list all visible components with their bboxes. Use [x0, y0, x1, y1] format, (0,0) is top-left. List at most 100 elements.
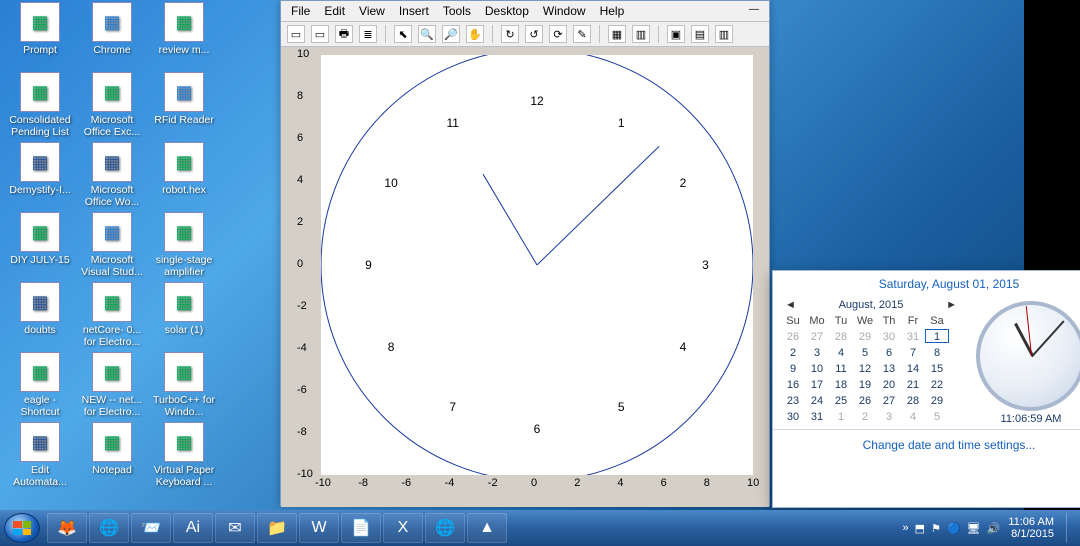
calendar-day[interactable]: 3 — [805, 345, 829, 361]
desktop-icon[interactable]: ▦Microsoft Office Exc... — [78, 72, 146, 138]
calendar-day[interactable]: 14 — [901, 361, 925, 377]
calendar-day[interactable]: 25 — [829, 393, 853, 409]
calendar-day[interactable]: 2 — [853, 409, 877, 425]
desktop-icon[interactable]: ▦netCore- 0... for Electro... — [78, 282, 146, 348]
toolbar-button[interactable]: ▥ — [632, 25, 650, 43]
calendar-day[interactable]: 31 — [805, 409, 829, 425]
tray-clock[interactable]: 11:06 AM 8/1/2015 — [1008, 516, 1058, 540]
calendar-day[interactable]: 8 — [925, 345, 949, 361]
calendar-day[interactable]: 6 — [877, 345, 901, 361]
desktop-icon[interactable]: ▦Virtual Paper Keyboard ... — [150, 422, 218, 488]
calendar-day[interactable]: 7 — [901, 345, 925, 361]
desktop-icon[interactable]: ▦robot.hex — [150, 142, 218, 196]
calendar-day[interactable]: 17 — [805, 377, 829, 393]
calendar-day[interactable]: 9 — [781, 361, 805, 377]
menu-file[interactable]: File — [291, 4, 310, 18]
calendar-day[interactable]: 10 — [805, 361, 829, 377]
desktop-icon[interactable]: ▦review m... — [150, 2, 218, 56]
menu-desktop[interactable]: Desktop — [485, 4, 529, 18]
calendar-day[interactable]: 30 — [781, 409, 805, 425]
desktop-icon[interactable]: ▦Microsoft Visual Stud... — [78, 212, 146, 278]
tray-icon[interactable]: ⬒ — [915, 522, 925, 535]
prev-month-arrow[interactable]: ◄ — [785, 299, 796, 311]
start-button[interactable] — [4, 513, 40, 543]
calendar-day[interactable]: 4 — [829, 345, 853, 361]
taskbar-app-icon[interactable]: 📁 — [257, 513, 297, 543]
desktop-icon[interactable]: ▦single-stage amplifier — [150, 212, 218, 278]
taskbar-app-icon[interactable]: 📄 — [341, 513, 381, 543]
calendar-day[interactable]: 30 — [877, 329, 901, 345]
next-month-arrow[interactable]: ► — [946, 299, 957, 311]
toolbar-button[interactable]: ▭ — [311, 25, 329, 43]
toolbar-button[interactable]: ↻ — [501, 25, 519, 43]
desktop-icon[interactable]: ▦Chrome — [78, 2, 146, 56]
tray-icon[interactable]: 🔵 — [947, 522, 961, 535]
calendar-day[interactable]: 26 — [853, 393, 877, 409]
calendar-day[interactable]: 1 — [925, 329, 949, 343]
calendar-day[interactable]: 27 — [877, 393, 901, 409]
toolbar-button[interactable]: 🔍 — [418, 25, 436, 43]
desktop-icon[interactable]: ▦DIY JULY-15 — [6, 212, 74, 266]
tray-icon[interactable]: ⚑ — [931, 522, 941, 535]
taskbar-app-icon[interactable]: 🌐 — [425, 513, 465, 543]
desktop-icon[interactable]: ▦eagle - Shortcut — [6, 352, 74, 418]
show-desktop-button[interactable] — [1066, 513, 1076, 543]
toolbar-button[interactable]: ▤ — [691, 25, 709, 43]
calendar-day[interactable]: 23 — [781, 393, 805, 409]
menu-tools[interactable]: Tools — [443, 4, 471, 18]
calendar-day[interactable]: 20 — [877, 377, 901, 393]
calendar-day[interactable]: 5 — [925, 409, 949, 425]
desktop-icon[interactable]: ▦doubts — [6, 282, 74, 336]
toolbar-button[interactable]: ⬉ — [394, 25, 412, 43]
desktop-icon[interactable]: ▦Prompt — [6, 2, 74, 56]
taskbar-app-icon[interactable]: ✉ — [215, 513, 255, 543]
calendar-day[interactable]: 19 — [853, 377, 877, 393]
desktop-icon[interactable]: ▦NEW -- net... for Electro... — [78, 352, 146, 418]
menu-insert[interactable]: Insert — [399, 4, 429, 18]
toolbar-button[interactable]: ≣ — [359, 25, 377, 43]
taskbar-app-icon[interactable]: Ai — [173, 513, 213, 543]
taskbar-app-icon[interactable]: 🌐 — [89, 513, 129, 543]
taskbar-app-icon[interactable]: 📨 — [131, 513, 171, 543]
toolbar-button[interactable]: ▣ — [667, 25, 685, 43]
calendar-day[interactable]: 3 — [877, 409, 901, 425]
desktop-icon[interactable]: ▦TurboC++ for Windo... — [150, 352, 218, 418]
calendar-day[interactable]: 11 — [829, 361, 853, 377]
tray-icon[interactable]: 🔊 — [987, 522, 1001, 535]
toolbar-button[interactable]: 🖶 — [335, 25, 353, 43]
menu-help[interactable]: Help — [600, 4, 625, 18]
desktop-icon[interactable]: ▦solar (1) — [150, 282, 218, 336]
desktop-icon[interactable]: ▦Edit Automata... — [6, 422, 74, 488]
calendar-day[interactable]: 16 — [781, 377, 805, 393]
calendar-day[interactable]: 21 — [901, 377, 925, 393]
calendar-day[interactable]: 5 — [853, 345, 877, 361]
calendar-day[interactable]: 31 — [901, 329, 925, 345]
calendar-day[interactable]: 24 — [805, 393, 829, 409]
calendar-day[interactable]: 29 — [925, 393, 949, 409]
menu-window[interactable]: Window — [543, 4, 586, 18]
menu-view[interactable]: View — [359, 4, 385, 18]
toolbar-button[interactable]: ✋ — [466, 25, 484, 43]
calendar-day[interactable]: 1 — [829, 409, 853, 425]
toolbar-button[interactable]: ⟳ — [549, 25, 567, 43]
toolbar-button[interactable]: ▭ — [287, 25, 305, 43]
calendar-day[interactable]: 29 — [853, 329, 877, 345]
calendar-day[interactable]: 28 — [901, 393, 925, 409]
taskbar-app-icon[interactable]: ▲ — [467, 513, 507, 543]
calendar-day[interactable]: 18 — [829, 377, 853, 393]
taskbar-app-icon[interactable]: W — [299, 513, 339, 543]
toolbar-button[interactable]: ▥ — [715, 25, 733, 43]
calendar-day[interactable]: 4 — [901, 409, 925, 425]
calendar-day[interactable]: 26 — [781, 329, 805, 345]
desktop-icon[interactable]: ▦RFid Reader — [150, 72, 218, 126]
taskbar-app-icon[interactable]: 🦊 — [47, 513, 87, 543]
desktop-icon[interactable]: ▦Notepad — [78, 422, 146, 476]
calendar-day[interactable]: 27 — [805, 329, 829, 345]
calendar-day[interactable]: 28 — [829, 329, 853, 345]
tray-icon[interactable]: » — [903, 522, 909, 535]
menu-edit[interactable]: Edit — [324, 4, 345, 18]
toolbar-button[interactable]: ✎ — [573, 25, 591, 43]
calendar-month[interactable]: August, 2015 — [839, 299, 904, 311]
taskbar-app-icon[interactable]: X — [383, 513, 423, 543]
calendar-day[interactable]: 15 — [925, 361, 949, 377]
